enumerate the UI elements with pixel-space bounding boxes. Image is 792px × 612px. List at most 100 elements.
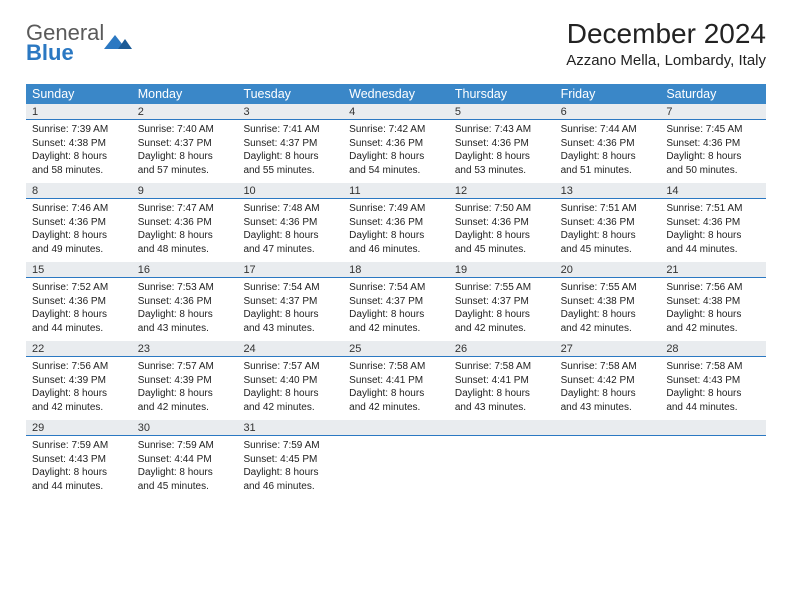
- day-number-row: 891011121314: [26, 183, 766, 199]
- day-cell: [449, 436, 555, 499]
- day-number: 30: [132, 420, 238, 435]
- day-sunrise: Sunrise: 7:49 AM: [349, 202, 443, 216]
- day-daylight: Daylight: 8 hours and 47 minutes.: [243, 229, 337, 256]
- day-number: 23: [132, 341, 238, 356]
- day-number: 22: [26, 341, 132, 356]
- week-content-row: Sunrise: 7:59 AMSunset: 4:43 PMDaylight:…: [26, 436, 766, 499]
- day-cell: Sunrise: 7:58 AMSunset: 4:41 PMDaylight:…: [343, 357, 449, 420]
- day-sunset: Sunset: 4:36 PM: [32, 295, 126, 309]
- day-sunrise: Sunrise: 7:56 AM: [32, 360, 126, 374]
- day-sunrise: Sunrise: 7:46 AM: [32, 202, 126, 216]
- day-number: 9: [132, 183, 238, 198]
- day-cell: Sunrise: 7:49 AMSunset: 4:36 PMDaylight:…: [343, 199, 449, 262]
- day-number: 5: [449, 104, 555, 119]
- day-number: 10: [237, 183, 343, 198]
- day-cell: Sunrise: 7:43 AMSunset: 4:36 PMDaylight:…: [449, 120, 555, 183]
- day-cell: Sunrise: 7:59 AMSunset: 4:44 PMDaylight:…: [132, 436, 238, 499]
- day-sunset: Sunset: 4:37 PM: [243, 137, 337, 151]
- day-daylight: Daylight: 8 hours and 43 minutes.: [455, 387, 549, 414]
- day-cell: Sunrise: 7:58 AMSunset: 4:43 PMDaylight:…: [660, 357, 766, 420]
- day-sunset: Sunset: 4:36 PM: [138, 295, 232, 309]
- day-sunset: Sunset: 4:38 PM: [666, 295, 760, 309]
- day-sunrise: Sunrise: 7:52 AM: [32, 281, 126, 295]
- day-sunset: Sunset: 4:41 PM: [349, 374, 443, 388]
- day-sunrise: Sunrise: 7:58 AM: [561, 360, 655, 374]
- day-daylight: Daylight: 8 hours and 42 minutes.: [455, 308, 549, 335]
- week-content-row: Sunrise: 7:39 AMSunset: 4:38 PMDaylight:…: [26, 120, 766, 183]
- day-header: Wednesday: [343, 84, 449, 104]
- day-daylight: Daylight: 8 hours and 49 minutes.: [32, 229, 126, 256]
- day-cell: Sunrise: 7:51 AMSunset: 4:36 PMDaylight:…: [660, 199, 766, 262]
- day-sunrise: Sunrise: 7:56 AM: [666, 281, 760, 295]
- day-cell: Sunrise: 7:42 AMSunset: 4:36 PMDaylight:…: [343, 120, 449, 183]
- day-daylight: Daylight: 8 hours and 42 minutes.: [243, 387, 337, 414]
- day-cell: Sunrise: 7:57 AMSunset: 4:40 PMDaylight:…: [237, 357, 343, 420]
- day-number: 1: [26, 104, 132, 119]
- day-daylight: Daylight: 8 hours and 46 minutes.: [243, 466, 337, 493]
- day-number: 17: [237, 262, 343, 277]
- day-number: 18: [343, 262, 449, 277]
- weeks-container: 1234567Sunrise: 7:39 AMSunset: 4:38 PMDa…: [26, 104, 766, 499]
- day-cell: Sunrise: 7:45 AMSunset: 4:36 PMDaylight:…: [660, 120, 766, 183]
- day-daylight: Daylight: 8 hours and 53 minutes.: [455, 150, 549, 177]
- day-number: 6: [555, 104, 661, 119]
- day-sunrise: Sunrise: 7:42 AM: [349, 123, 443, 137]
- day-sunset: Sunset: 4:36 PM: [666, 137, 760, 151]
- day-daylight: Daylight: 8 hours and 57 minutes.: [138, 150, 232, 177]
- day-sunset: Sunset: 4:41 PM: [455, 374, 549, 388]
- day-sunset: Sunset: 4:38 PM: [561, 295, 655, 309]
- day-sunrise: Sunrise: 7:53 AM: [138, 281, 232, 295]
- day-header-row: SundayMondayTuesdayWednesdayThursdayFrid…: [26, 84, 766, 104]
- day-number: [343, 420, 449, 435]
- day-cell: Sunrise: 7:56 AMSunset: 4:39 PMDaylight:…: [26, 357, 132, 420]
- day-sunrise: Sunrise: 7:58 AM: [666, 360, 760, 374]
- day-sunset: Sunset: 4:36 PM: [561, 216, 655, 230]
- day-number: 20: [555, 262, 661, 277]
- day-number: 16: [132, 262, 238, 277]
- day-cell: Sunrise: 7:52 AMSunset: 4:36 PMDaylight:…: [26, 278, 132, 341]
- day-number: 21: [660, 262, 766, 277]
- day-daylight: Daylight: 8 hours and 42 minutes.: [561, 308, 655, 335]
- day-sunset: Sunset: 4:38 PM: [32, 137, 126, 151]
- day-sunset: Sunset: 4:42 PM: [561, 374, 655, 388]
- day-number: 25: [343, 341, 449, 356]
- day-sunset: Sunset: 4:36 PM: [666, 216, 760, 230]
- day-sunrise: Sunrise: 7:59 AM: [138, 439, 232, 453]
- day-header: Saturday: [660, 84, 766, 104]
- day-sunset: Sunset: 4:37 PM: [138, 137, 232, 151]
- title-block: December 2024 Azzano Mella, Lombardy, It…: [566, 18, 766, 69]
- day-sunrise: Sunrise: 7:50 AM: [455, 202, 549, 216]
- day-sunset: Sunset: 4:37 PM: [455, 295, 549, 309]
- day-cell: Sunrise: 7:59 AMSunset: 4:43 PMDaylight:…: [26, 436, 132, 499]
- day-sunrise: Sunrise: 7:54 AM: [349, 281, 443, 295]
- logo-text-blue: Blue: [26, 42, 74, 64]
- day-header: Friday: [555, 84, 661, 104]
- day-sunset: Sunset: 4:45 PM: [243, 453, 337, 467]
- day-number: [555, 420, 661, 435]
- day-sunset: Sunset: 4:36 PM: [349, 137, 443, 151]
- location: Azzano Mella, Lombardy, Italy: [566, 52, 766, 69]
- logo-triangle-icon: [104, 33, 132, 51]
- day-sunrise: Sunrise: 7:44 AM: [561, 123, 655, 137]
- day-header: Monday: [132, 84, 238, 104]
- day-cell: [343, 436, 449, 499]
- day-number: 31: [237, 420, 343, 435]
- day-daylight: Daylight: 8 hours and 45 minutes.: [455, 229, 549, 256]
- day-number: 28: [660, 341, 766, 356]
- day-sunset: Sunset: 4:37 PM: [243, 295, 337, 309]
- day-number: 4: [343, 104, 449, 119]
- day-cell: Sunrise: 7:39 AMSunset: 4:38 PMDaylight:…: [26, 120, 132, 183]
- day-cell: Sunrise: 7:58 AMSunset: 4:42 PMDaylight:…: [555, 357, 661, 420]
- day-sunrise: Sunrise: 7:57 AM: [243, 360, 337, 374]
- day-daylight: Daylight: 8 hours and 44 minutes.: [32, 308, 126, 335]
- day-sunset: Sunset: 4:37 PM: [349, 295, 443, 309]
- day-number: 15: [26, 262, 132, 277]
- week-content-row: Sunrise: 7:52 AMSunset: 4:36 PMDaylight:…: [26, 278, 766, 341]
- day-sunrise: Sunrise: 7:45 AM: [666, 123, 760, 137]
- day-cell: Sunrise: 7:53 AMSunset: 4:36 PMDaylight:…: [132, 278, 238, 341]
- day-sunrise: Sunrise: 7:40 AM: [138, 123, 232, 137]
- day-cell: [555, 436, 661, 499]
- day-sunset: Sunset: 4:36 PM: [243, 216, 337, 230]
- day-daylight: Daylight: 8 hours and 45 minutes.: [561, 229, 655, 256]
- day-sunset: Sunset: 4:43 PM: [666, 374, 760, 388]
